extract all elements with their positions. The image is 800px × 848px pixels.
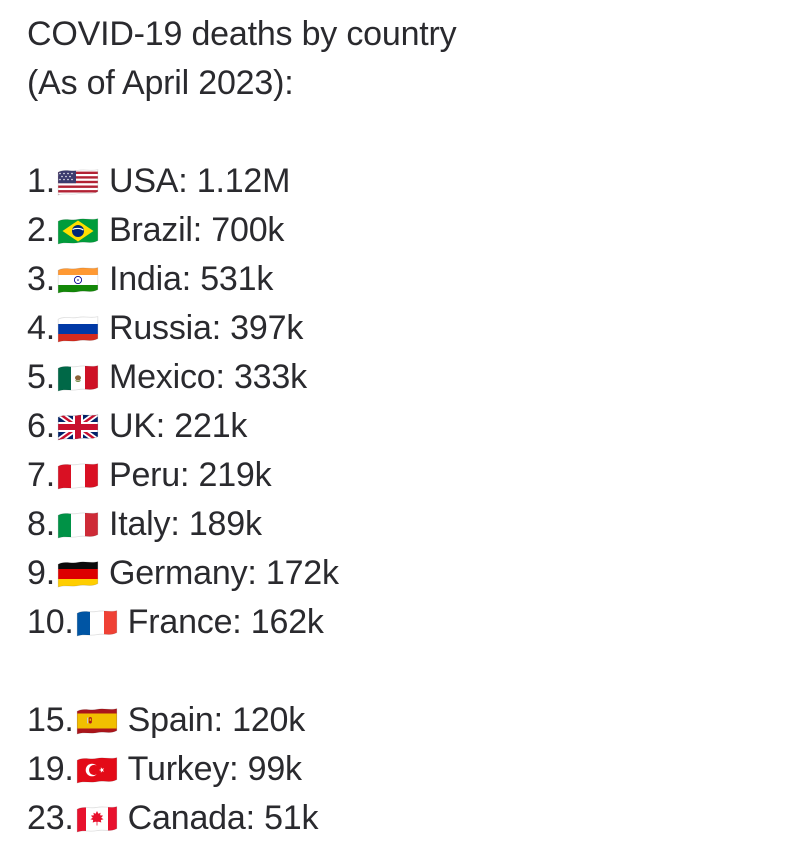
blank-line [27,647,784,696]
list-item: 3. India: 531k [27,255,784,304]
country-deaths-label: France: 162k [127,603,324,641]
list-item: 6. UK: 221k [27,402,784,451]
uk-flag-icon [57,413,99,440]
rank-label: 10. [27,603,74,641]
france-flag-icon [76,609,117,636]
list-item: 9. Germany: 172k [27,549,784,598]
country-deaths-label: Peru: 219k [108,456,272,494]
list-item: 2. Brazil: 700k [27,206,784,255]
rank-label: 7. [27,456,55,494]
canada-flag-icon [76,805,117,832]
india-flag-icon [57,266,99,293]
country-deaths-label: Germany: 172k [108,554,339,592]
country-deaths-label: USA: 1.12M [108,162,291,200]
country-deaths-label: Mexico: 333k [108,358,307,396]
rank-label: 2. [27,211,55,249]
rank-label: 19. [27,750,74,788]
peru-flag-icon [57,462,99,489]
country-deaths-label: Canada: 51k [127,799,319,837]
russia-flag-icon [57,315,99,342]
blank-line [27,108,784,157]
brazil-flag-icon [57,217,99,244]
list-item: 7. Peru: 219k [27,451,784,500]
list-item: 4. Russia: 397k [27,304,784,353]
country-deaths-label: Brazil: 700k [108,211,285,249]
rank-label: 8. [27,505,55,543]
rank-label: 15. [27,701,74,739]
germany-flag-icon [57,560,99,587]
country-deaths-label: UK: 221k [108,407,248,445]
rank-label: 6. [27,407,55,445]
rank-label: 4. [27,309,55,347]
spain-flag-icon [76,707,117,734]
list-item: 19. Turkey: 99k [27,745,784,794]
country-deaths-label: Turkey: 99k [127,750,302,788]
list-item: 8. Italy: 189k [27,500,784,549]
rank-label: 23. [27,799,74,837]
list-item: 23. Canada: 51k [27,794,784,843]
deaths-list-others: 15. Spain: 120k 19. [27,696,784,843]
list-item: 10. France: 162k [27,598,784,647]
turkey-flag-icon [76,756,117,783]
country-deaths-label: India: 531k [108,260,274,298]
list-item: 1. [27,157,784,206]
rank-label: 1. [27,162,55,200]
list-item: 5. Mexico: 333k [27,353,784,402]
rank-label: 5. [27,358,55,396]
deaths-list-top10: 1. [27,157,784,647]
rank-label: 3. [27,260,55,298]
usa-flag-icon [57,168,99,195]
rank-label: 9. [27,554,55,592]
country-deaths-label: Italy: 189k [108,505,262,543]
page-title-line-1: COVID-19 deaths by country [27,15,457,53]
list-item: 15. Spain: 120k [27,696,784,745]
page-title-line-2: (As of April 2023): [27,64,294,102]
italy-flag-icon [57,511,99,538]
country-deaths-label: Spain: 120k [127,701,306,739]
country-deaths-label: Russia: 397k [108,309,304,347]
mexico-flag-icon [57,364,99,391]
